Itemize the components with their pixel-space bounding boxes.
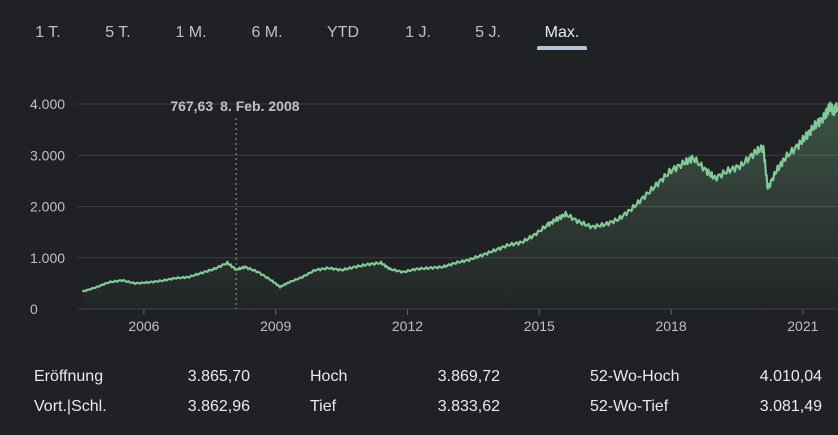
y-tick-label: 0 bbox=[30, 301, 38, 317]
stat-value-low: 3.833,62 bbox=[437, 398, 500, 415]
tab-5-days[interactable]: 5 T. bbox=[105, 24, 131, 41]
stat-value-prev-close: 3.862,96 bbox=[187, 398, 250, 415]
stat-value-52w-low: 3.081,49 bbox=[759, 398, 822, 415]
tab-1-day[interactable]: 1 T. bbox=[35, 24, 61, 41]
range-tabs: 1 T. 5 T. 1 M. 6 M. YTD 1 J. 5 J. Max. bbox=[0, 0, 838, 60]
stat-label-high: Hoch bbox=[310, 368, 348, 385]
active-tab-indicator bbox=[537, 46, 587, 50]
stat-label-open: Eröffnung bbox=[34, 368, 104, 385]
tab-5-years[interactable]: 5 J. bbox=[475, 24, 501, 41]
x-axis: 2006 2009 2012 2015 2018 2021 bbox=[128, 309, 819, 334]
x-tick-label: 2009 bbox=[260, 318, 291, 334]
price-line bbox=[81, 101, 838, 293]
tooltip-value: 767,63 bbox=[170, 98, 213, 114]
stat-label-52w-low: 52-Wo-Tief bbox=[590, 398, 669, 415]
y-axis: 0 1.000 2.000 3.000 4.000 bbox=[30, 96, 65, 317]
stats-table: Eröffnung 3.865,70 Vort.|Schl. 3.862,96 … bbox=[0, 362, 838, 432]
stat-value-52w-high: 4.010,04 bbox=[759, 368, 822, 385]
x-tick-label: 2006 bbox=[128, 318, 159, 334]
tab-1-year[interactable]: 1 J. bbox=[405, 24, 431, 41]
y-tick-label: 3.000 bbox=[30, 147, 65, 163]
price-area bbox=[82, 102, 838, 309]
stat-value-open: 3.865,70 bbox=[187, 368, 250, 385]
stat-label-52w-high: 52-Wo-Hoch bbox=[590, 368, 680, 385]
x-tick-label: 2021 bbox=[787, 318, 818, 334]
stat-label-low: Tief bbox=[310, 398, 337, 415]
stat-label-prev-close: Vort.|Schl. bbox=[34, 398, 107, 415]
stat-value-high: 3.869,72 bbox=[437, 368, 500, 385]
y-tick-label: 2.000 bbox=[30, 199, 65, 215]
y-tick-label: 1.000 bbox=[30, 250, 65, 266]
tooltip-date: 8. Feb. 2008 bbox=[220, 98, 300, 114]
x-tick-label: 2012 bbox=[392, 318, 423, 334]
tab-1-month[interactable]: 1 M. bbox=[175, 24, 207, 41]
x-tick-label: 2015 bbox=[524, 318, 555, 334]
x-tick-label: 2018 bbox=[655, 318, 686, 334]
tab-ytd[interactable]: YTD bbox=[327, 24, 359, 41]
y-tick-label: 4.000 bbox=[30, 96, 65, 112]
tab-6-months[interactable]: 6 M. bbox=[251, 24, 283, 41]
tab-max[interactable]: Max. bbox=[544, 24, 580, 41]
